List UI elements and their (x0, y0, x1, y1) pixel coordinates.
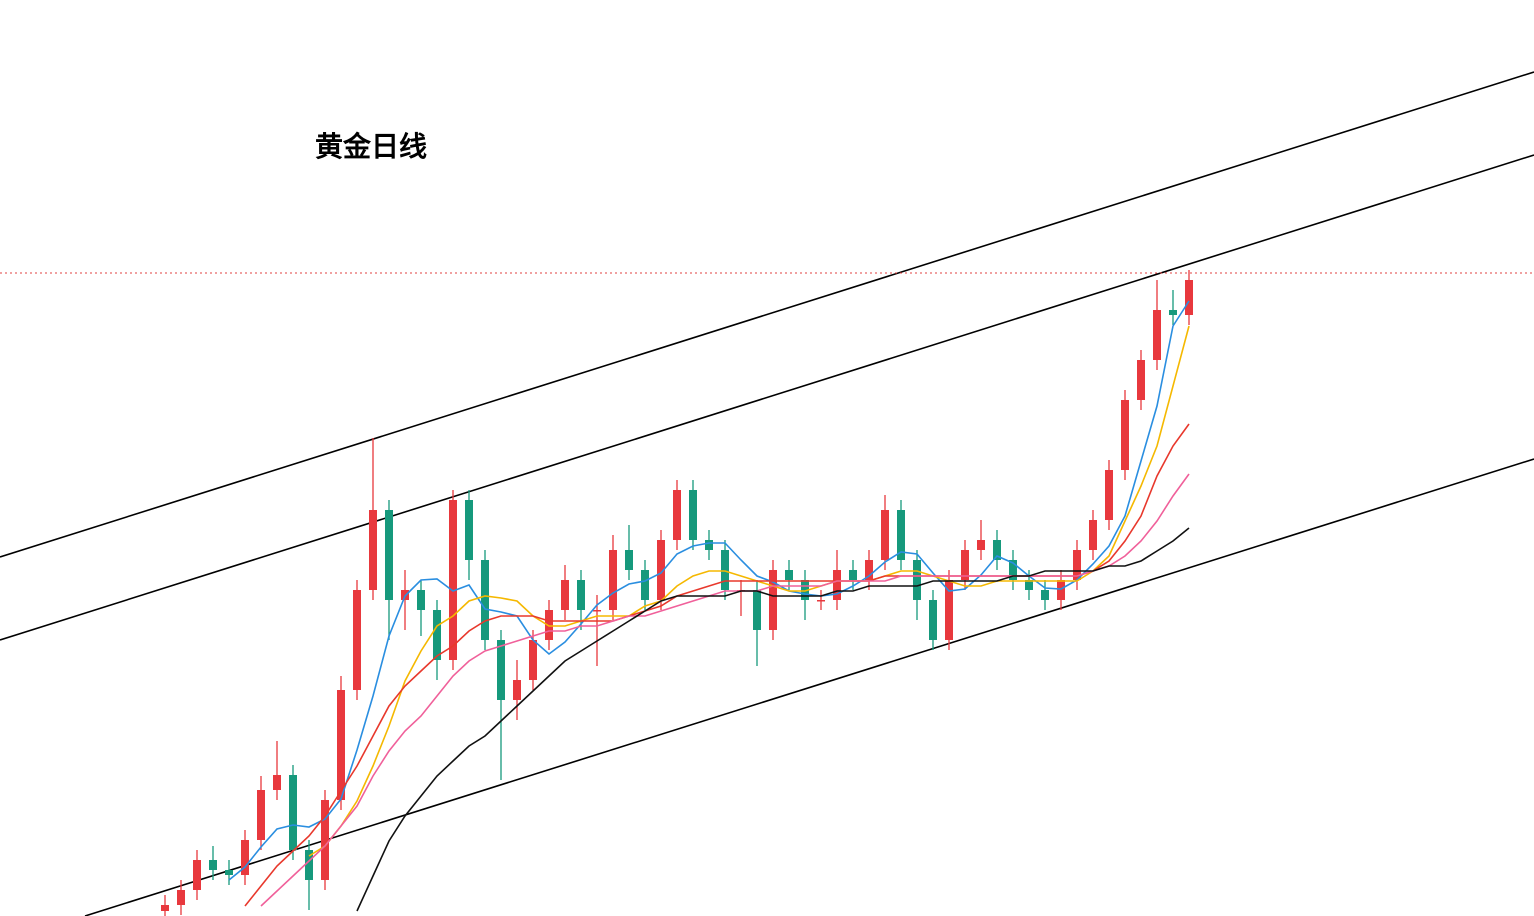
candle-body (961, 550, 969, 580)
candle-body (1073, 550, 1081, 580)
candle-body (641, 570, 649, 600)
candle-body (1185, 280, 1193, 315)
candle-body (561, 580, 569, 610)
candle-body (449, 500, 457, 660)
candle-body (177, 890, 185, 905)
candle-body (993, 540, 1001, 560)
chart-title: 黄金日线 (315, 130, 427, 163)
candle-body (209, 860, 217, 870)
candle-body (913, 560, 921, 600)
candle-body (753, 590, 761, 630)
candle-body (577, 580, 585, 610)
candle-body (849, 570, 857, 580)
candle-body (609, 550, 617, 610)
candle-body (257, 790, 265, 840)
candle-body (1121, 400, 1129, 470)
channel-line (0, 71, 1534, 558)
candle-body (337, 690, 345, 800)
candle-body (625, 550, 633, 570)
candle-body (897, 510, 905, 560)
candle-body (1137, 360, 1145, 400)
ma-line (260, 473, 1190, 907)
candle-body (1153, 310, 1161, 360)
candle-body (817, 600, 825, 602)
candle-body (353, 590, 361, 690)
candle-body (689, 490, 697, 540)
candle-body (865, 560, 873, 580)
candle-body (273, 775, 281, 790)
candle-body (1041, 590, 1049, 600)
candle-body (705, 540, 713, 550)
ma-line (356, 527, 1190, 912)
ma-line (308, 325, 1190, 857)
candle-body (369, 510, 377, 590)
candle-body (785, 570, 793, 580)
candle-body (465, 500, 473, 560)
candle-body (385, 510, 393, 600)
candle-body (673, 490, 681, 540)
candle-body (1169, 310, 1177, 315)
channel-line (0, 154, 1534, 641)
candle-body (241, 840, 249, 875)
candle-body (945, 580, 953, 640)
candle-body (225, 870, 233, 875)
candle-body (529, 640, 537, 680)
candle-body (513, 680, 521, 700)
candle-body (545, 610, 553, 640)
candle-body (193, 860, 201, 890)
candle-body (1105, 470, 1113, 520)
candle-body (657, 540, 665, 600)
candle-body (417, 590, 425, 610)
candle-body (1089, 520, 1097, 550)
candle-body (1009, 560, 1017, 580)
candle-body (305, 850, 313, 880)
candle-body (769, 570, 777, 630)
candle-body (881, 510, 889, 560)
channel-line (84, 458, 1534, 916)
candle-body (433, 610, 441, 660)
candle-body (1025, 580, 1033, 590)
candle-body (289, 775, 297, 850)
candle-body (481, 560, 489, 640)
candle-body (721, 550, 729, 590)
candle-body (929, 600, 937, 640)
candle-body (497, 640, 505, 700)
candle-body (161, 905, 169, 911)
candle-body (833, 570, 841, 600)
ma-line (244, 423, 1190, 907)
candle-body (977, 540, 985, 550)
candle-body (1057, 580, 1065, 600)
candle-body (801, 580, 809, 600)
candle-body (593, 610, 601, 612)
candle-body (321, 800, 329, 880)
